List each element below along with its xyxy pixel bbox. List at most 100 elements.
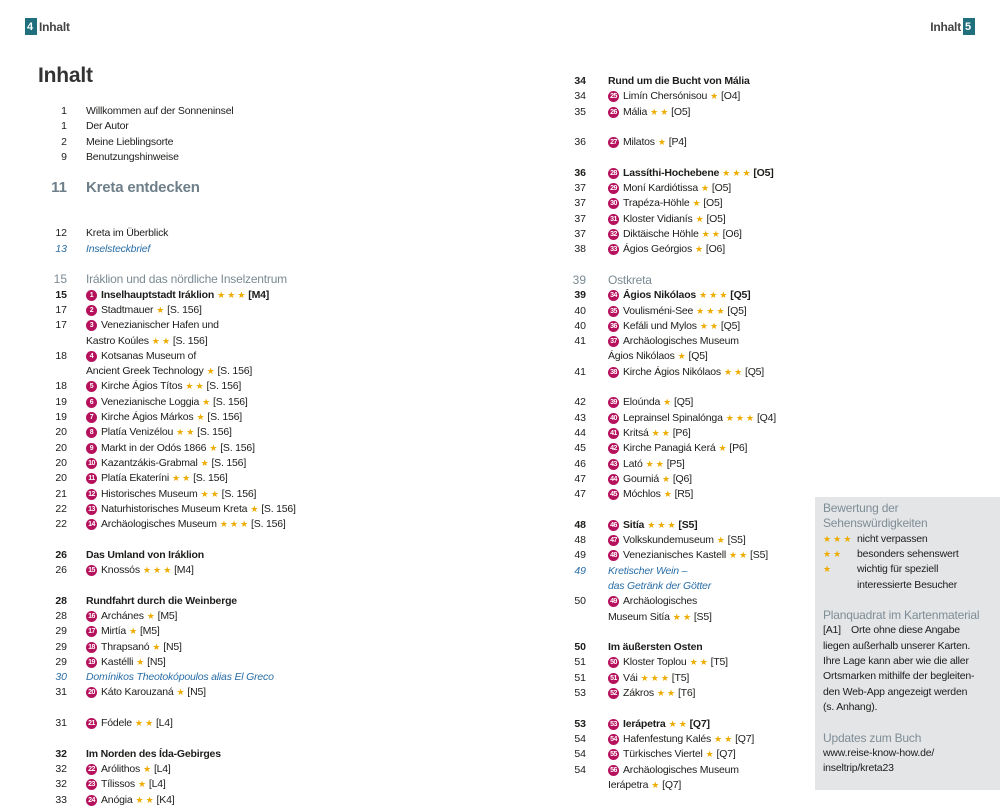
entry-text: Móchlos	[623, 488, 661, 501]
entry-text: Inselsteckbrief	[86, 242, 151, 255]
entry-line: 30 Trapéza-Höhle ★ [O5]	[608, 196, 723, 210]
entry-line: 21 Fódele ★ ★ [L4]	[86, 716, 173, 730]
map-ref: [O5]	[703, 197, 723, 210]
map-ref: [S. 156]	[220, 441, 255, 454]
entry-text: Kloster Toplou	[623, 656, 687, 669]
page-ref: 20	[55, 472, 67, 485]
entry-line: 32 Diktäische Höhle ★ ★ [O6]	[608, 227, 742, 241]
rating-stars: ★	[200, 457, 209, 468]
page-ref: 46	[574, 457, 586, 470]
map-ref: [S. 156]	[221, 487, 257, 500]
entry-line: 46 Sitía ★ ★ ★ [S5]	[608, 518, 698, 532]
page-ref: 49	[574, 549, 586, 562]
page-ref: 40	[574, 319, 586, 332]
rating-stars: ★ ★	[151, 335, 170, 346]
number-badge: 11	[86, 473, 97, 485]
map-ref: [N5]	[147, 655, 166, 668]
map-ref: [Q5]	[688, 350, 708, 363]
entry-text: Ierápetra	[608, 778, 649, 791]
page-ref: 2	[61, 135, 67, 148]
number-badge: 3	[86, 320, 97, 332]
entry-line: 31 Kloster Vidianís ★ [O5]	[608, 212, 726, 226]
number-badge: 43	[608, 458, 619, 470]
map-ref: [P6]	[729, 442, 748, 455]
number-badge: 54	[608, 733, 619, 745]
entry-line: 40 Leprainsel Spinalónga ★ ★ ★ [Q4]	[608, 411, 776, 425]
entry-text: Sitía	[623, 518, 645, 531]
page-ref: 54	[574, 732, 586, 745]
number-badge: 56	[608, 764, 619, 776]
rating-stars: ★	[202, 396, 211, 407]
entry-text: Fódele	[101, 717, 132, 729]
map-ref: [S. 156]	[213, 395, 248, 408]
map-ref: [Q5]	[730, 289, 751, 302]
number-badge: 22	[86, 763, 97, 775]
rating-text: besonders sehenswert	[857, 547, 959, 560]
map-ref: [S. 156]	[172, 334, 208, 347]
map-ref: [T5]	[671, 671, 690, 684]
entry-line: 53 Ierápetra ★ ★ [Q7]	[608, 717, 710, 731]
entry-text: Der Autor	[86, 120, 129, 133]
page-ref: 51	[574, 671, 586, 684]
sidebar-text: www.reise-know-how.de/	[823, 746, 935, 759]
page-ref: 37	[574, 182, 586, 195]
entry-line: 43 Lató ★ ★ [P5]	[608, 457, 685, 471]
number-badge: 16	[86, 610, 97, 622]
map-ref: [M4]	[248, 288, 270, 301]
page-ref: 11	[51, 178, 67, 196]
entry-line: 56 Archäologisches Museum	[608, 763, 739, 777]
entry-text: Ierápetra	[623, 717, 666, 730]
number-badge: 42	[608, 443, 619, 455]
page-ref: 44	[574, 426, 586, 439]
rating-stars: ★	[156, 304, 165, 315]
page-ref: 50	[574, 595, 586, 608]
page-ref: 29	[55, 625, 67, 638]
page-ref: 18	[55, 380, 67, 393]
entry-text: Historisches Museum	[101, 487, 198, 500]
rating-stars: ★ ★ ★	[696, 305, 725, 316]
rating-stars: ★ ★ ★	[823, 533, 852, 544]
entry-text: Ágios Nikólaos	[623, 289, 697, 302]
page-ref: 20	[55, 456, 67, 469]
rating-stars: ★	[206, 366, 215, 377]
page-ref: 47	[574, 488, 586, 501]
page-ref: 30	[55, 671, 67, 684]
page-ref: 28	[55, 609, 67, 622]
page-ref: 54	[574, 748, 586, 761]
map-ref: [S. 156]	[261, 502, 296, 515]
number-badge: 29	[608, 183, 619, 195]
entry-line: Inselsteckbrief	[86, 242, 150, 256]
entry-line: Im äußersten Osten	[608, 640, 703, 654]
entry-line: 9 Markt in der Odós 1866 ★ [S. 156]	[86, 441, 255, 455]
map-ref: [T5]	[710, 656, 729, 669]
entry-text: Kretischer Wein –	[608, 564, 688, 577]
rating-stars: ★ ★	[672, 611, 691, 622]
map-ref: [Q5]	[727, 304, 747, 317]
map-ref: [N5]	[163, 640, 182, 653]
rating-stars: ★	[663, 489, 672, 500]
rating-stars: ★	[705, 749, 714, 760]
page-ref: 41	[574, 335, 586, 348]
entry-line: 13 Naturhistorisches Museum Kreta ★ [S. 156…	[86, 502, 296, 516]
map-ref: [L4]	[148, 778, 166, 791]
entry-line: Benutzungshinweise	[86, 150, 179, 164]
page-ref: 18	[55, 349, 67, 362]
entry-text: Willkommen auf der Sonneninsel	[86, 105, 234, 117]
map-ref: [S5]	[727, 534, 746, 546]
entry-line: 36 Kefáli und Mylos ★ ★ [Q5]	[608, 319, 740, 333]
rating-stars: ★	[176, 687, 185, 698]
rating-stars: ★	[152, 641, 161, 652]
page-ref: 1	[61, 105, 67, 117]
page-ref: 39	[574, 289, 586, 302]
rating-stars: ★ ★	[172, 473, 191, 484]
entry-text: Diktäische Höhle	[623, 228, 699, 240]
entry-text: Venezianisches Kastell	[623, 549, 726, 562]
entry-line: Rund um die Bucht von Mália	[608, 74, 750, 88]
rating-stars: ★	[657, 137, 666, 148]
entry-text: Archäologisches	[623, 595, 698, 608]
rating-stars: ★ ★	[699, 320, 718, 331]
map-ref: [Q7]	[735, 732, 755, 745]
entry-line: 51 Vái ★ ★ ★ [T5]	[608, 671, 689, 685]
page-ref: 51	[574, 656, 586, 669]
